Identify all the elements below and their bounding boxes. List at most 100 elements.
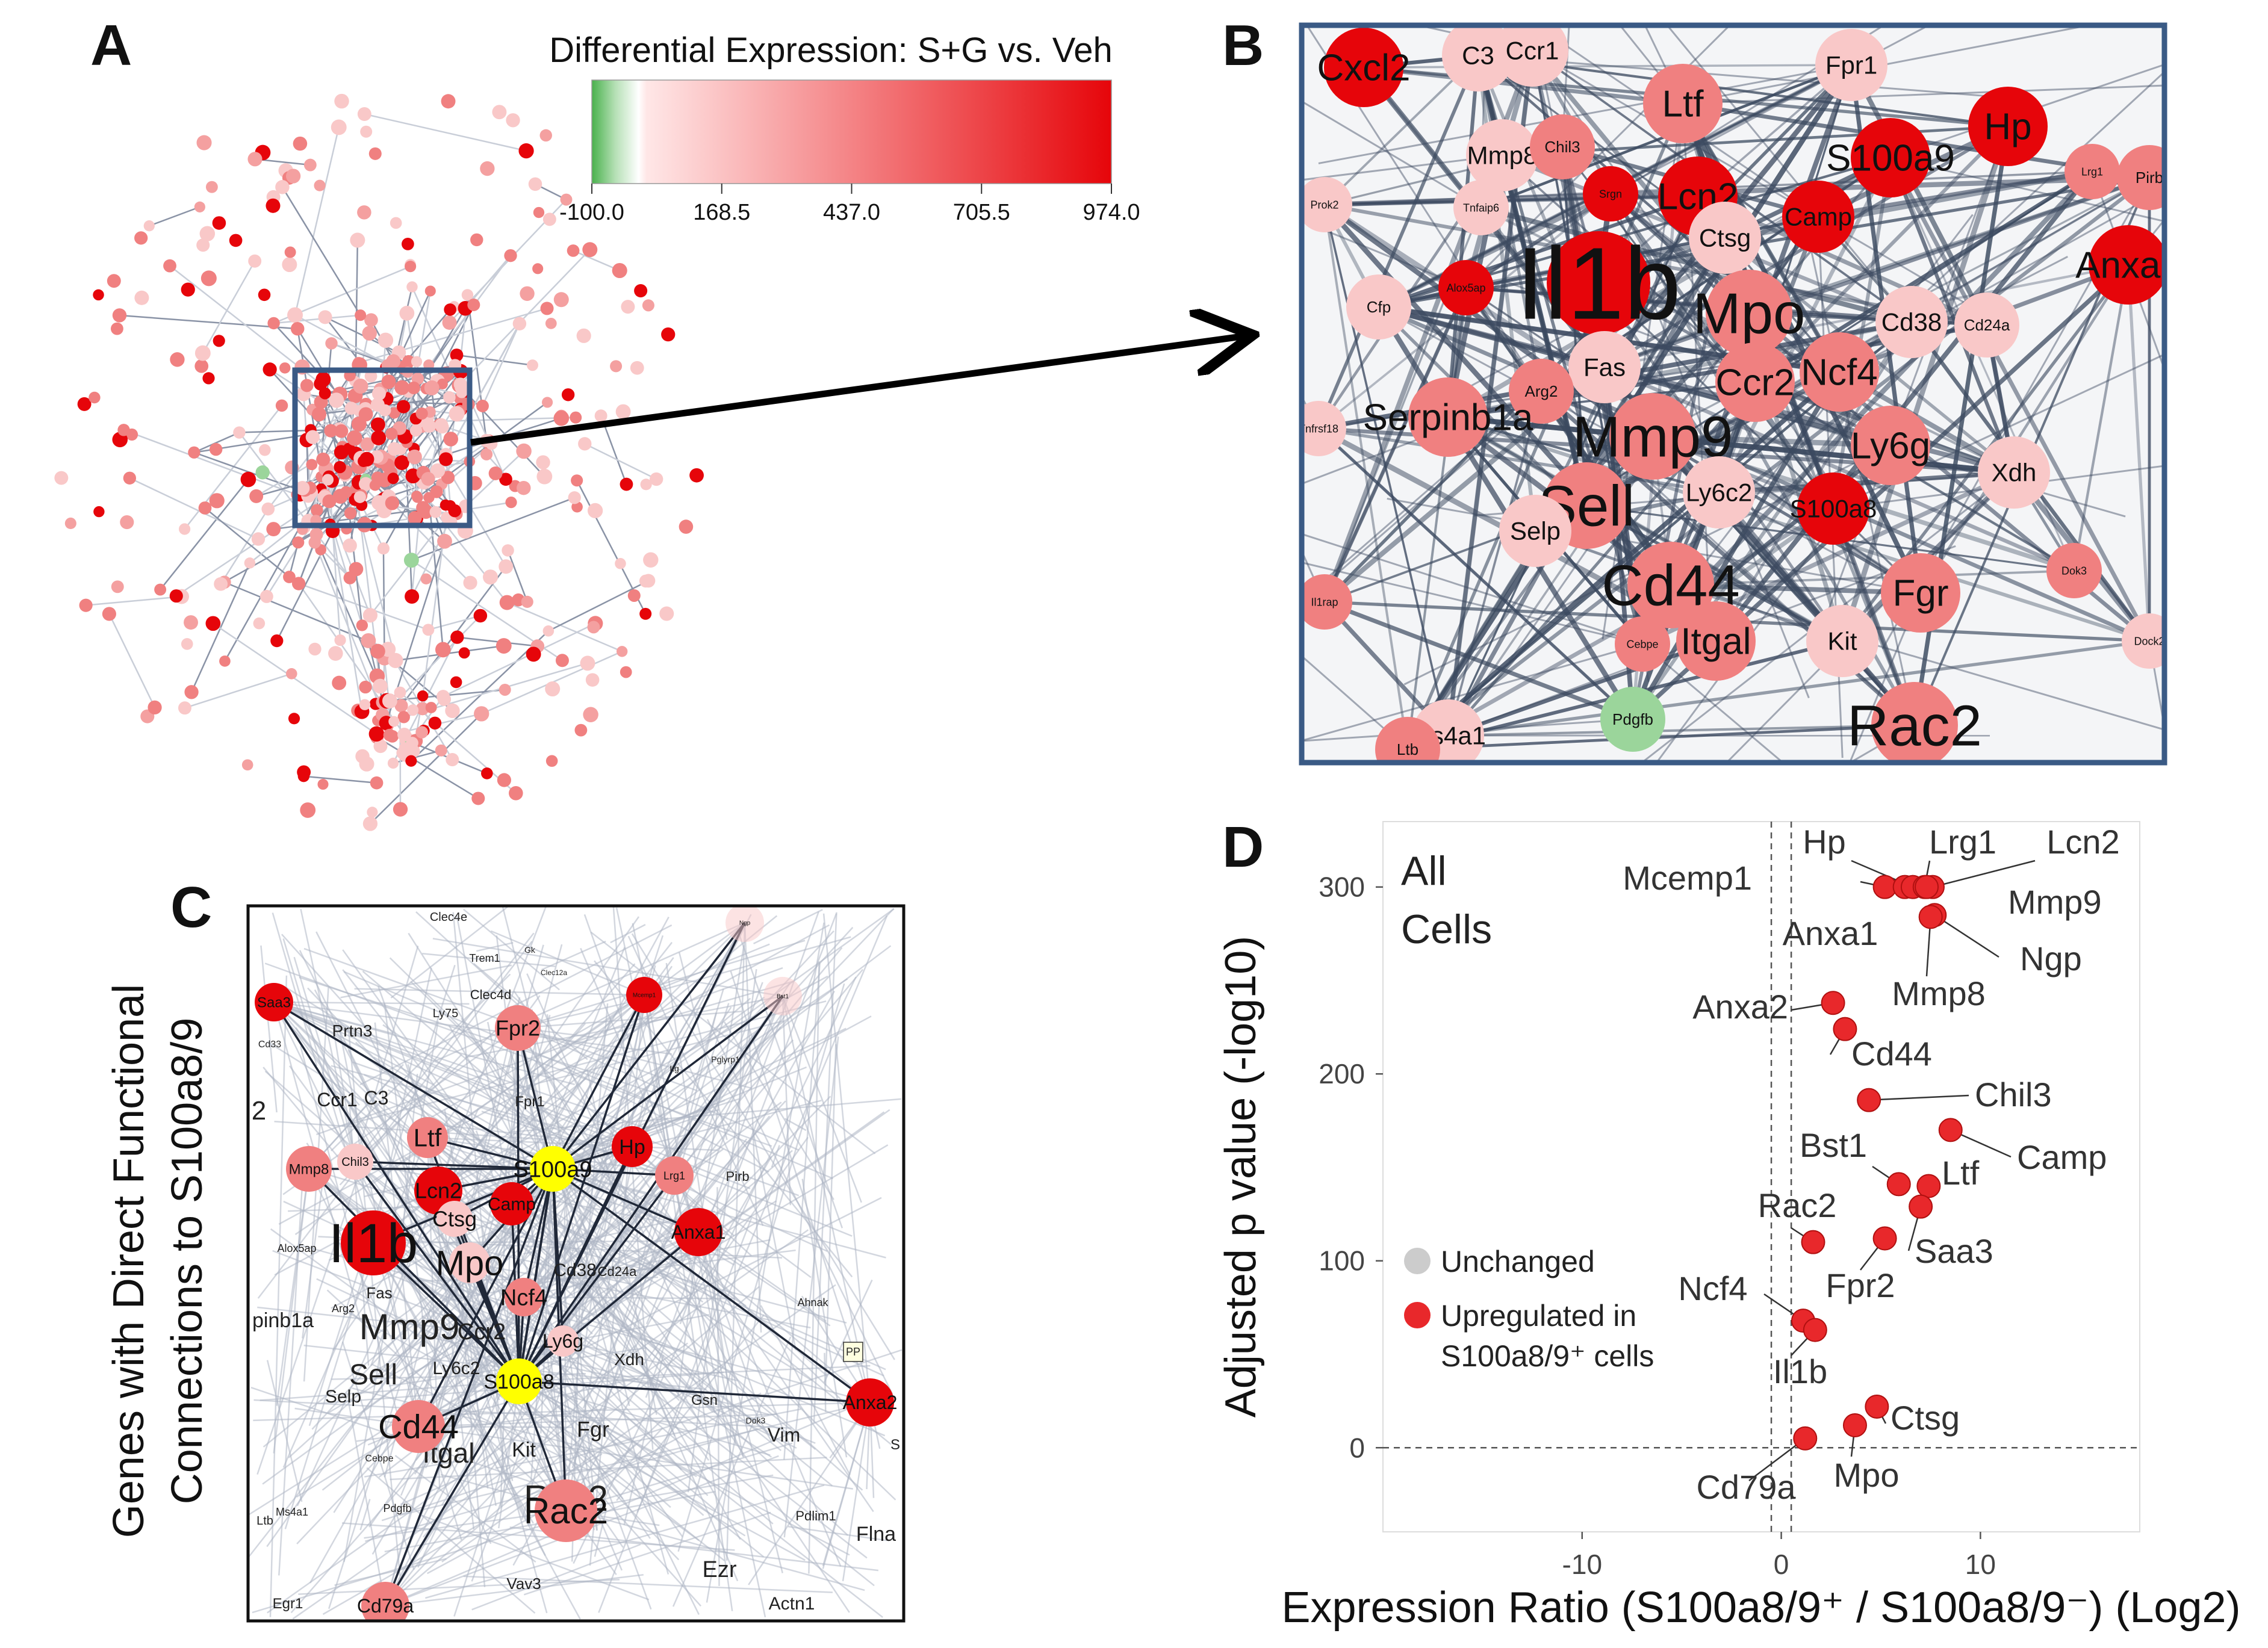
network-node-pirb: Pirb	[2117, 145, 2164, 210]
node-circle	[1438, 260, 1494, 315]
colorbar-tick-label: 437.0	[823, 200, 880, 225]
network-edge	[677, 983, 845, 1552]
network-edge	[1323, 204, 1409, 750]
direct-connection-edge	[518, 994, 645, 1382]
network-edge	[298, 1579, 620, 1595]
network-edge	[1666, 25, 1913, 323]
network-node-hp: Hp	[612, 1126, 653, 1167]
network-node	[308, 642, 322, 656]
network-node-srgn: Srgn	[1583, 166, 1638, 221]
network-edge	[348, 1033, 401, 1576]
network-node	[364, 370, 377, 383]
network-node	[377, 332, 394, 348]
node-label: Camp	[488, 1195, 536, 1215]
network-node	[303, 158, 317, 172]
network-node	[492, 105, 507, 120]
network-node	[344, 401, 358, 415]
network-node	[382, 693, 397, 708]
network-node	[411, 356, 423, 367]
background-gene-label: Ltb	[256, 1514, 273, 1528]
network-node-cxcl2: Cxcl2	[1317, 28, 1411, 107]
network-node	[394, 686, 406, 699]
node-label: Cxcl2	[1317, 48, 1410, 89]
direct-connection-edge	[354, 1160, 520, 1383]
node-label: Mcemp1	[633, 993, 656, 999]
network-node	[412, 492, 423, 503]
network-node	[620, 666, 632, 678]
node-label: Anxa2	[843, 1392, 898, 1413]
background-gene-label: S	[890, 1437, 900, 1453]
network-edge	[1618, 25, 1684, 104]
node-label: Pirb	[2136, 169, 2163, 187]
network-node-il1rap: Il1rap	[1302, 574, 1352, 630]
network-node	[437, 692, 452, 706]
direct-connection-edge	[518, 996, 784, 1382]
node-circle	[1442, 25, 1514, 91]
network-edge	[538, 1175, 675, 1286]
network-node-itgal: Itgal	[1676, 601, 1756, 681]
network-edge	[1302, 390, 1542, 602]
network-edge	[1447, 391, 1543, 736]
network-edge	[1848, 592, 1922, 763]
network-node	[620, 477, 633, 491]
network-node	[542, 625, 555, 637]
network-node	[471, 791, 485, 805]
network-edge	[1406, 370, 1841, 751]
data-point-anxa2	[1821, 991, 1845, 1015]
node-label: Fas	[1583, 353, 1626, 382]
network-edge	[1682, 84, 2164, 105]
node-label: Cebpe	[1626, 638, 1658, 650]
network-edge	[1302, 718, 1633, 742]
network-edge	[285, 987, 368, 1040]
network-node	[297, 770, 310, 782]
network-node	[194, 201, 205, 212]
network-edge	[427, 424, 443, 479]
node-circle	[1583, 166, 1638, 221]
network-node	[499, 595, 515, 610]
background-gene-label: Arg2	[332, 1303, 355, 1315]
network-node	[343, 442, 355, 455]
network-node	[241, 759, 253, 771]
network-node	[212, 216, 226, 230]
network-node-hp: Hp	[1968, 87, 2048, 166]
background-gene-label: Fpr1	[515, 1094, 544, 1110]
point-label-chil3: Chil3	[1975, 1076, 2052, 1114]
network-edge	[1305, 25, 1543, 392]
panel-a: A Differential Expression: S+G vs. Veh -…	[54, 13, 1246, 831]
node-label: Prok2	[1310, 199, 1338, 211]
network-edge	[364, 1510, 567, 1539]
network-node	[540, 302, 554, 315]
network-node	[403, 553, 419, 568]
node-circle	[2117, 145, 2164, 210]
network-edge	[331, 1065, 633, 1148]
network-node	[370, 397, 385, 412]
legend-unchanged-marker	[1404, 1248, 1431, 1274]
network-node	[134, 290, 149, 305]
network-node	[170, 352, 185, 367]
network-node	[102, 607, 116, 621]
direct-connection-edge	[551, 922, 746, 1170]
network-edge	[1414, 25, 1533, 52]
network-node	[322, 474, 334, 486]
direct-connection-edge	[355, 1160, 553, 1170]
network-node	[504, 249, 517, 262]
network-edge	[452, 912, 505, 1470]
network-node	[450, 630, 464, 644]
network-edge	[1585, 370, 1841, 508]
network-node	[394, 699, 408, 713]
panel-d-letter: D	[1222, 815, 1264, 879]
network-edge	[382, 548, 385, 658]
node-circle	[437, 1201, 473, 1237]
x-axis-title: Expression Ratio (S100a8/9⁺ / S100a8/9⁻)…	[1282, 1584, 2241, 1632]
node-label: Tnfaip6	[1463, 202, 1499, 214]
node-circle	[2065, 144, 2120, 199]
node-label: Mpo	[436, 1244, 504, 1283]
network-node	[134, 231, 148, 245]
network-node	[202, 372, 215, 385]
network-edge	[822, 1402, 871, 1567]
network-node-c3: C3	[1442, 25, 1514, 91]
zoom-arrow	[470, 336, 1246, 446]
network-edge	[478, 1189, 884, 1377]
network-node	[219, 655, 231, 667]
